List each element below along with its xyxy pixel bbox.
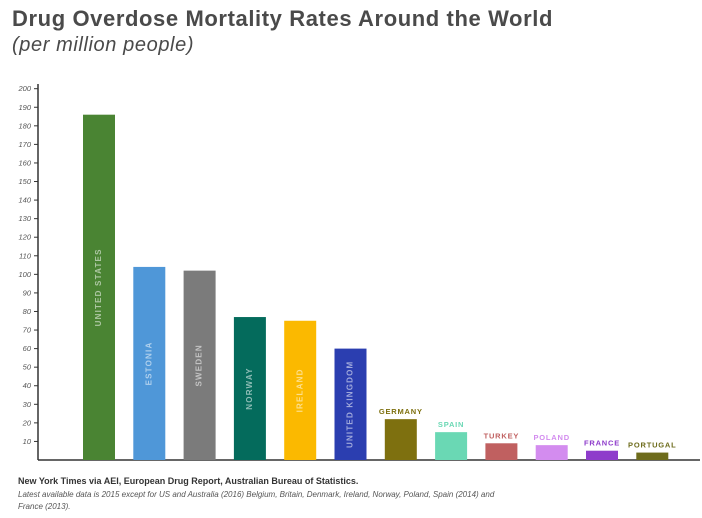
- chart-title: Drug Overdose Mortality Rates Around the…: [12, 6, 553, 31]
- bar: [435, 432, 468, 460]
- y-tick-label: 50: [23, 363, 32, 372]
- bars: [83, 114, 669, 461]
- bar-label: NORWAY: [245, 367, 254, 409]
- bar: [535, 445, 568, 460]
- y-tick-label: 130: [18, 214, 31, 223]
- bar-label: UNITED KINGDOM: [346, 361, 355, 448]
- bar: [586, 450, 618, 460]
- bar-label: FRANCE: [584, 439, 620, 448]
- bar-label: PORTUGAL: [628, 441, 676, 450]
- y-tick-label: 90: [23, 288, 32, 297]
- bar-label: SPAIN: [438, 420, 464, 429]
- bar-label: TURKEY: [484, 431, 520, 440]
- y-tick-label: 70: [23, 326, 32, 335]
- bar: [334, 348, 367, 460]
- bar-label: UNITED STATES: [94, 248, 103, 326]
- y-tick-label: 120: [18, 233, 31, 242]
- bar-label: SWEDEN: [195, 344, 204, 386]
- y-tick-label: 100: [18, 270, 31, 279]
- y-tick-label: 30: [23, 400, 32, 409]
- y-tick-label: 20: [22, 418, 32, 427]
- bar-label: IRELAND: [295, 368, 304, 412]
- y-tick-label: 60: [23, 344, 32, 353]
- bar: [636, 452, 669, 460]
- y-tick-label: 40: [23, 381, 32, 390]
- y-tick-label: 150: [18, 177, 31, 186]
- bar-label: ESTONIA: [144, 342, 153, 386]
- y-tick-label: 170: [18, 140, 31, 149]
- y-tick-label: 80: [23, 307, 32, 316]
- y-tick-label: 110: [19, 251, 32, 260]
- y-tick-label: 200: [17, 84, 31, 93]
- bar-labels: UNITED STATES ESTONIA SWEDEN NORWAY IRELAND U…: [94, 248, 676, 449]
- bar: [233, 317, 266, 460]
- bar: [83, 114, 115, 461]
- note-text: Latest available data is 2015 except for…: [18, 490, 495, 511]
- y-tick-label: 180: [18, 121, 31, 130]
- chart-subtitle: (per million people): [12, 34, 195, 56]
- bar: [284, 320, 317, 460]
- y-tick-label: 140: [18, 196, 31, 205]
- y-tick-label: 190: [18, 103, 31, 112]
- bar-chart: 10 20 30 40 50 60 70 80 90 100 110 120 130 140 150 160 1…: [17, 84, 700, 461]
- bar: [183, 270, 216, 460]
- y-tick-label: 160: [18, 158, 31, 167]
- y-tick-label: 10: [23, 437, 32, 446]
- bar: [485, 443, 518, 460]
- bar-label: GERMANY: [379, 407, 423, 416]
- bar: [384, 419, 417, 460]
- bar: [133, 266, 166, 460]
- source-text: New York Times via AEI, European Drug Re…: [18, 476, 359, 486]
- bar-label: POLAND: [533, 433, 569, 442]
